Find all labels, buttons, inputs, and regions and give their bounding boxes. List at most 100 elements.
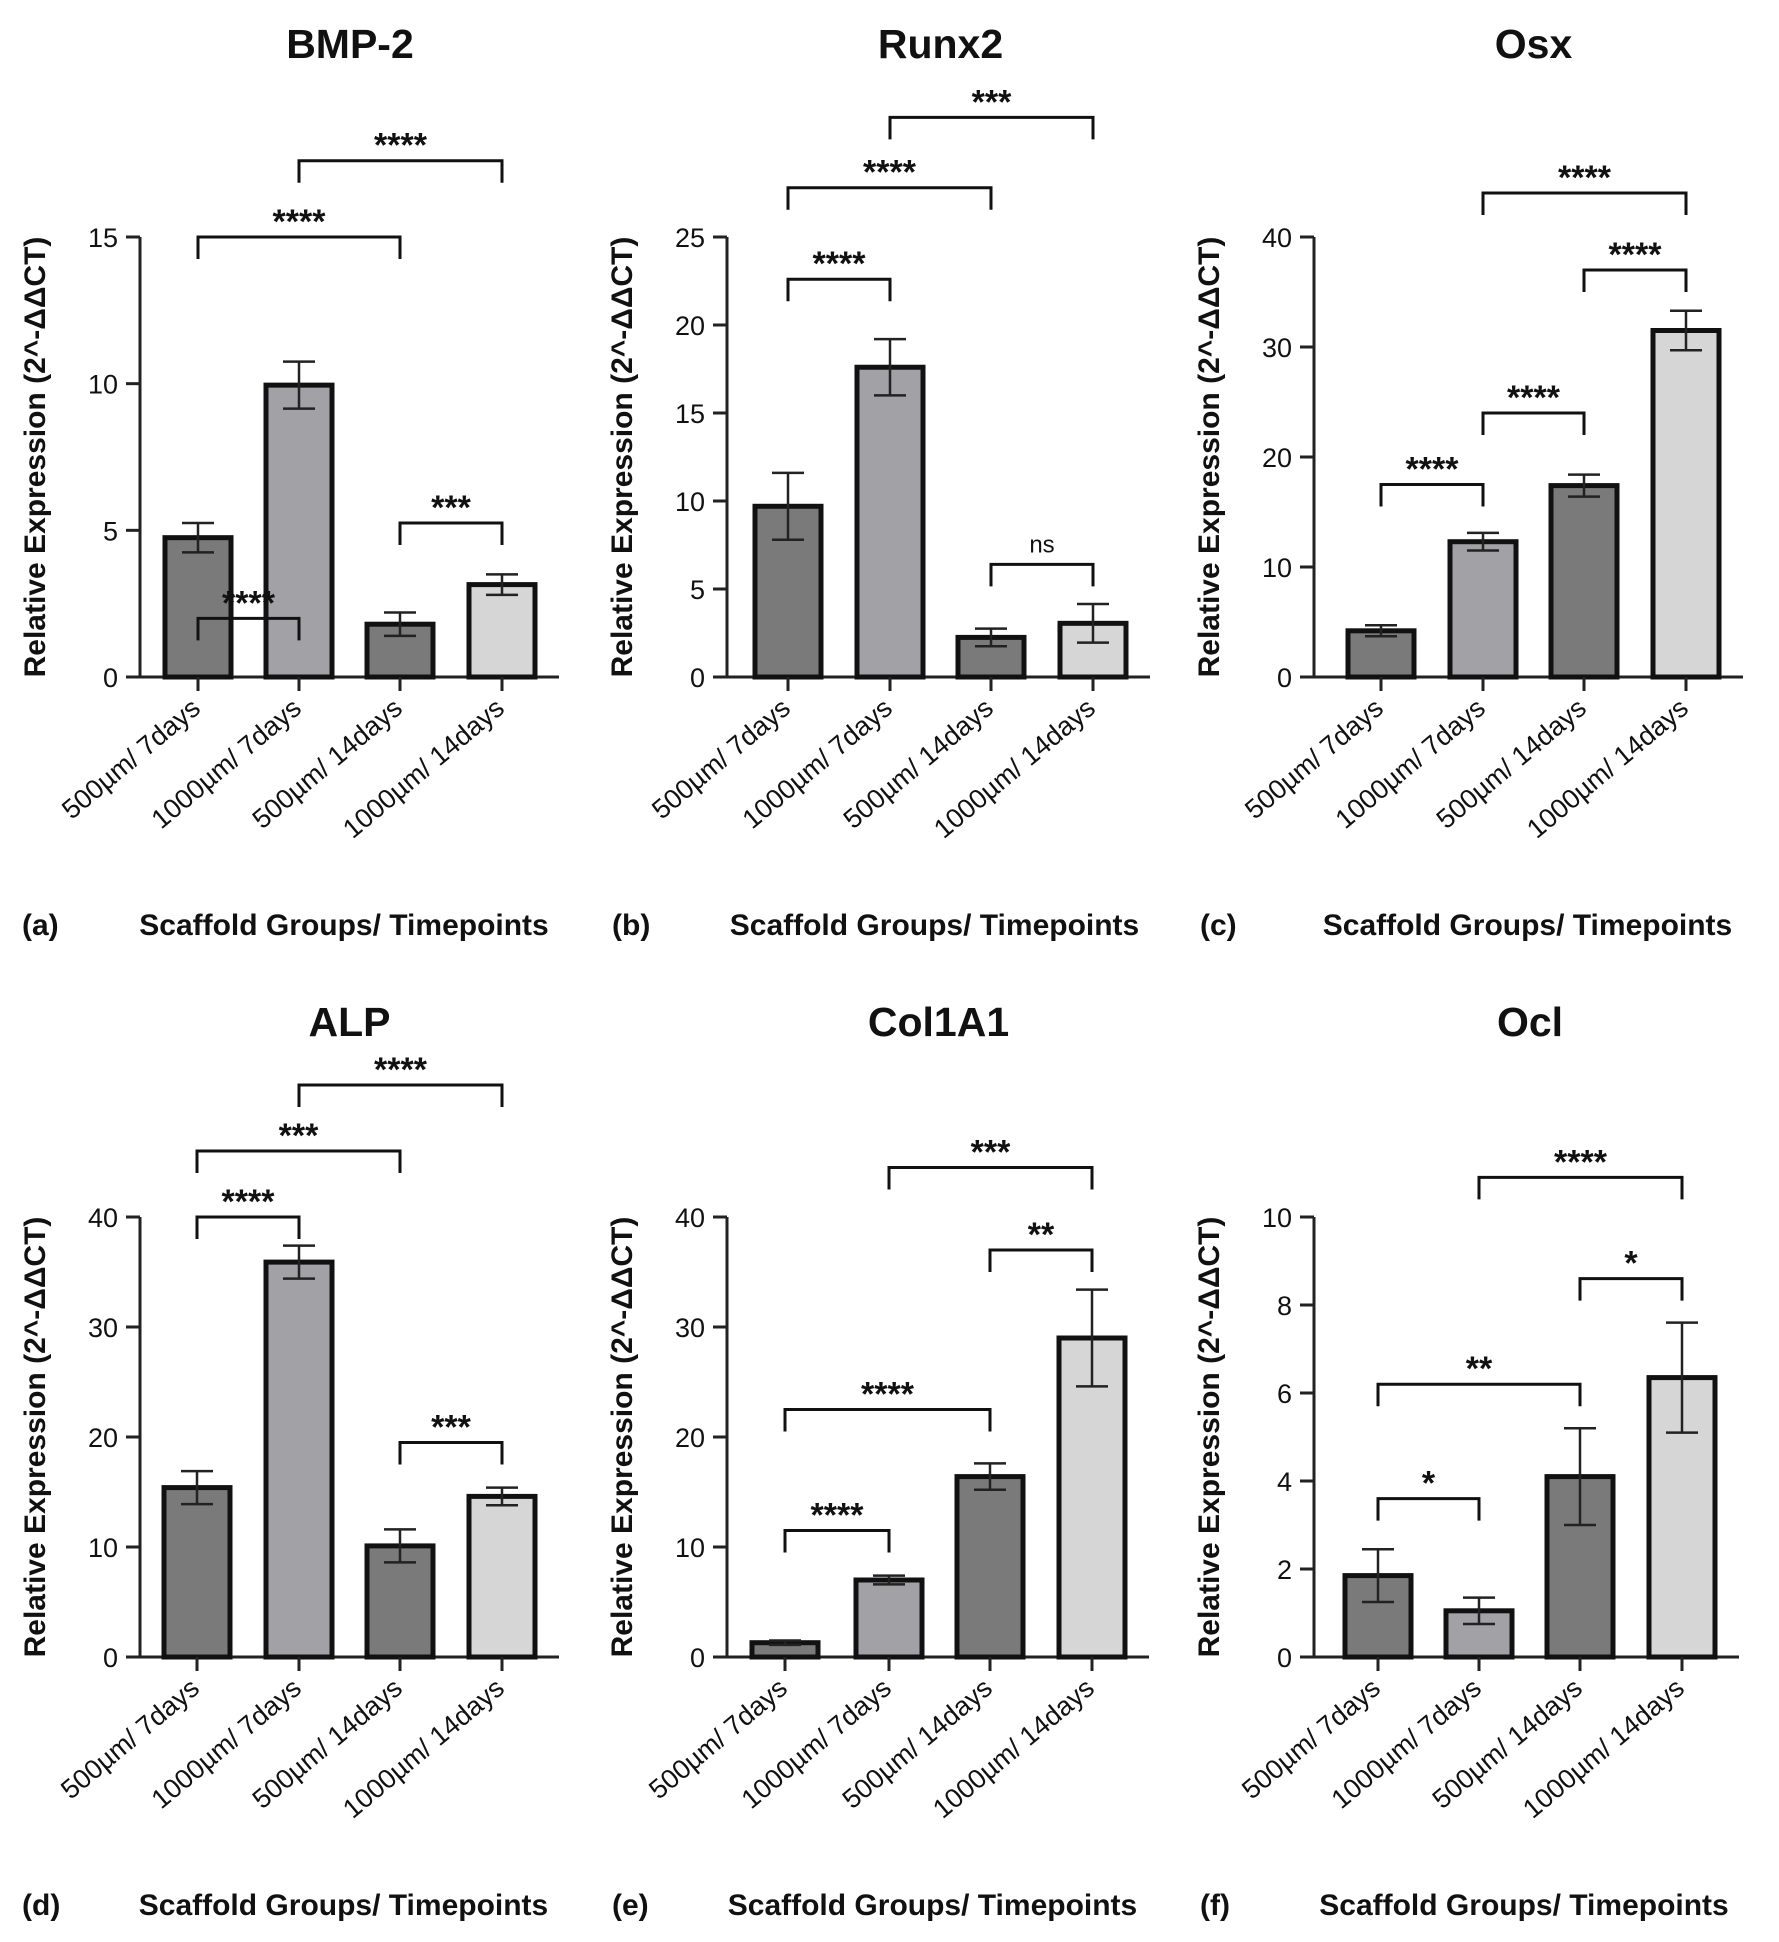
significance-bracket	[1481, 191, 1688, 215]
bar	[466, 582, 538, 680]
y-tick-label: 5	[103, 516, 118, 546]
significance-label: ****	[813, 245, 867, 283]
significance-label: ****	[1507, 379, 1561, 417]
significance-label: **	[1466, 1350, 1493, 1388]
x-axis-label: Scaffold Groups/ Timepoints	[730, 909, 1139, 942]
significance-bracket	[989, 562, 1095, 587]
x-axis-label: Scaffold Groups/ Timepoints	[728, 1889, 1137, 1922]
significance-label: ****	[374, 127, 428, 165]
y-tick-label: 30	[675, 1313, 705, 1343]
x-axis-label: Scaffold Groups/ Timepoints	[139, 1889, 548, 1922]
y-tick-label: 20	[675, 1423, 705, 1453]
y-tick-label: 0	[690, 663, 705, 693]
significance-bracket	[196, 616, 301, 641]
significance-bracket	[195, 1215, 301, 1239]
significance-label: ****	[222, 1183, 276, 1221]
y-tick-label: 30	[88, 1313, 118, 1343]
y-tick-label: 10	[675, 487, 705, 517]
chart-title: BMP-2	[286, 21, 414, 67]
y-tick-label: 40	[1262, 223, 1292, 253]
y-tick-label: 15	[88, 223, 118, 253]
y-tick-label: 20	[675, 311, 705, 341]
chart-panel-3: Osx 0 10 20 30 40 Relative Expression (2^-ΔΔCT…	[1193, 21, 1743, 942]
bar	[853, 1577, 925, 1660]
chart-panel-4: ALP 0 10 20 30 40 Relative Expression (2^-ΔΔCT…	[19, 999, 559, 1922]
panel-letter: (c)	[1200, 909, 1237, 942]
significance-label: *	[1422, 1465, 1436, 1503]
significance-label: ***	[431, 1409, 471, 1447]
bar	[1548, 483, 1620, 680]
significance-bracket	[887, 1166, 1094, 1190]
significance-bracket	[786, 186, 993, 210]
panel-letter: (e)	[612, 1889, 649, 1922]
significance-bracket	[1379, 483, 1485, 507]
chart-title: ALP	[309, 999, 391, 1045]
significance-label: ****	[811, 1497, 865, 1535]
significance-label: **	[1028, 1216, 1055, 1254]
panel-letter: (f)	[1200, 1889, 1230, 1922]
significance-label: ***	[971, 1134, 1011, 1172]
significance-label: ***	[431, 489, 471, 527]
significance-bracket	[1582, 268, 1688, 292]
y-tick-label: 40	[675, 1203, 705, 1233]
y-tick-label: 10	[675, 1533, 705, 1563]
y-axis-label: Relative Expression (2^-ΔΔCT)	[1193, 237, 1226, 678]
y-tick-label: 5	[690, 575, 705, 605]
significance-bracket	[1376, 1497, 1481, 1521]
significance-bracket	[783, 1529, 891, 1553]
y-tick-label: 0	[103, 663, 118, 693]
y-tick-label: 10	[88, 1533, 118, 1563]
panel-letter: (b)	[612, 909, 650, 942]
y-tick-label: 20	[1262, 443, 1292, 473]
y-tick-label: 10	[88, 370, 118, 400]
significance-bracket	[783, 1408, 992, 1432]
panel-letter: (d)	[22, 1889, 60, 1922]
panel-letter: (a)	[22, 909, 59, 942]
y-tick-label: 6	[1277, 1379, 1292, 1409]
chart-panel-2: Runx2 0 5 10 15 20 25 Relative Expression (2^-Δ…	[606, 21, 1150, 942]
significance-bracket	[1477, 1175, 1684, 1200]
y-axis-label: Relative Expression (2^-ΔΔCT)	[1193, 1217, 1226, 1658]
y-tick-label: 15	[675, 399, 705, 429]
bar	[466, 1493, 538, 1660]
bar	[161, 1485, 233, 1660]
y-tick-label: 10	[1262, 1203, 1292, 1233]
significance-bracket	[1578, 1277, 1684, 1301]
bar	[263, 1259, 335, 1660]
significance-bracket	[195, 1149, 402, 1173]
y-axis-label: Relative Expression (2^-ΔΔCT)	[19, 237, 52, 678]
significance-label: ****	[861, 1376, 915, 1414]
significance-label: ****	[863, 154, 917, 192]
significance-label: ****	[1558, 159, 1612, 197]
significance-bracket	[398, 1441, 504, 1465]
chart-title: Runx2	[878, 21, 1003, 67]
significance-label: ****	[1609, 236, 1663, 274]
y-tick-label: 8	[1277, 1291, 1292, 1321]
significance-bracket	[398, 521, 504, 545]
bar	[1345, 628, 1417, 680]
significance-label: ***	[279, 1117, 319, 1155]
significance-bracket	[786, 277, 892, 302]
y-axis-label: Relative Expression (2^-ΔΔCT)	[606, 237, 639, 678]
y-tick-label: 40	[88, 1203, 118, 1233]
y-axis-label: Relative Expression (2^-ΔΔCT)	[19, 1217, 52, 1658]
significance-label: ****	[374, 1051, 428, 1089]
significance-bracket	[988, 1248, 1094, 1272]
y-axis-label: Relative Expression (2^-ΔΔCT)	[606, 1217, 639, 1658]
x-axis-label: Scaffold Groups/ Timepoints	[139, 909, 548, 942]
significance-label: ns	[1029, 531, 1054, 558]
y-tick-label: 4	[1277, 1467, 1292, 1497]
chart-title: Ocl	[1497, 999, 1563, 1045]
significance-label: ****	[222, 584, 276, 622]
y-tick-label: 25	[675, 223, 705, 253]
chart-panel-1: BMP-2 0 5 10 15 Relative Expression (2^-ΔΔCT)…	[19, 21, 559, 942]
y-tick-label: 20	[88, 1423, 118, 1453]
significance-label: ***	[972, 83, 1012, 121]
y-tick-label: 0	[1277, 1643, 1292, 1673]
significance-label: ****	[1554, 1143, 1608, 1181]
y-tick-label: 0	[1277, 663, 1292, 693]
y-tick-label: 0	[103, 1643, 118, 1673]
x-axis-label: Scaffold Groups/ Timepoints	[1319, 1889, 1728, 1922]
